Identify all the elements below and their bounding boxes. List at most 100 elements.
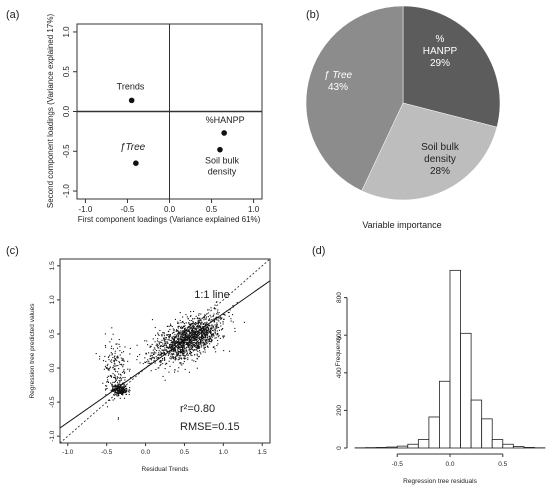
panel-c-point <box>196 354 198 356</box>
panel-c-point <box>192 345 194 347</box>
panel-c-point <box>199 351 201 353</box>
panel-c-point <box>123 360 125 362</box>
panel-c-point <box>189 350 191 352</box>
panel-c-point <box>121 359 123 361</box>
panel-c-point <box>185 339 187 341</box>
panel-c-point <box>180 322 182 324</box>
panel-c-point <box>180 362 182 364</box>
panel-c-point <box>202 336 204 338</box>
panel-c-point <box>196 358 198 360</box>
panel-c-point <box>114 390 116 392</box>
panel-c-point <box>220 318 222 320</box>
panel-c-point <box>119 354 121 356</box>
panel-c-point <box>111 383 113 385</box>
panel-c-point <box>190 315 192 317</box>
panel-c-point <box>159 346 161 348</box>
panel-c-point <box>198 347 200 349</box>
panel-c-point <box>214 329 216 331</box>
panel-c-point <box>117 377 119 379</box>
panel-c-point <box>180 344 182 346</box>
panel-c-point <box>200 342 203 344</box>
panel-c-point <box>110 389 112 391</box>
panel-c-point <box>193 349 195 351</box>
panel-c-point <box>114 398 116 400</box>
panel-c-point <box>171 357 173 359</box>
panel-c-point <box>196 334 198 336</box>
panel-c-point <box>166 350 168 352</box>
panel-a-point-label: Soil bulk density <box>205 156 240 177</box>
panel-c-point <box>168 352 170 354</box>
panel-d-ytick-label: 200 <box>336 405 343 416</box>
panel-c-point <box>157 347 160 349</box>
panel-c-point <box>187 326 189 328</box>
panel-c-point <box>162 343 164 345</box>
panel-c-point <box>204 331 206 333</box>
panel-c-point <box>178 355 180 357</box>
panel-c-point <box>200 326 202 328</box>
panel-c-point <box>200 332 203 334</box>
panel-c-point <box>187 339 189 341</box>
panel-c-point <box>186 354 188 356</box>
panel-a-ticks: -1.0 -0.5 0.0 0.5 1.0 1.0 0.5 0.0 -0.5 -1.0 <box>62 26 260 214</box>
panel-c-point <box>182 351 184 353</box>
panel-c-point <box>164 359 166 361</box>
panel-c-point <box>178 333 180 335</box>
panel-c-point <box>113 363 115 365</box>
panel-c-point <box>191 329 193 331</box>
panel-a-xtick-label: -1.0 <box>79 205 93 214</box>
panel-c-point <box>183 334 185 336</box>
panel-c-point <box>228 350 231 352</box>
panel-c-point <box>139 362 141 364</box>
panel-c-point <box>206 337 208 339</box>
panel-c-point <box>185 337 187 339</box>
panel-c-point <box>178 348 180 350</box>
panel-c-point <box>117 390 119 392</box>
panel-c-point <box>208 324 210 326</box>
panel-c-point <box>177 347 179 349</box>
panel-c-point <box>191 340 193 343</box>
panel-c-point <box>207 309 209 311</box>
panel-c-point <box>125 385 127 388</box>
panel-c-point <box>180 338 182 341</box>
panel-c-point <box>172 361 174 363</box>
panel-c-point <box>123 384 125 386</box>
panel-c-point <box>150 359 152 361</box>
panel-c-point <box>163 357 165 360</box>
panel-c-point <box>209 337 211 339</box>
panel-c-point <box>202 338 204 340</box>
panel-c-point <box>194 337 196 339</box>
panel-c-point <box>175 342 177 345</box>
panel-c-point <box>192 341 194 343</box>
panel-c-point <box>136 355 139 358</box>
panel-c-point <box>210 335 212 337</box>
panel-c-point <box>124 385 127 387</box>
panel-c-point <box>172 346 174 348</box>
panel-c-point <box>204 343 206 345</box>
panel-a-point <box>221 130 227 136</box>
panel-c-point <box>182 316 184 318</box>
panel-c-point <box>195 339 197 342</box>
panel-c-point <box>187 331 189 333</box>
panel-c-point <box>115 379 117 381</box>
panel-c-point <box>204 335 207 337</box>
panel-c-rmse-label: RMSE=0.15 <box>180 421 240 433</box>
panel-c-point <box>184 330 186 332</box>
panel-c-point <box>234 330 236 333</box>
panel-c-point <box>202 329 204 331</box>
panel-c-point <box>219 322 221 324</box>
panel-c-point <box>157 347 159 349</box>
panel-c-point <box>160 354 162 356</box>
panel-c-point <box>207 316 209 318</box>
panel-d-ytick-label: 800 <box>336 292 343 303</box>
panel-c-point <box>185 331 187 333</box>
panel-c-point <box>196 338 198 340</box>
panel-c-point <box>111 385 113 387</box>
panel-c-point <box>102 382 104 384</box>
panel-c-point <box>179 342 181 344</box>
panel-c-point <box>181 351 183 353</box>
panel-c-point <box>215 327 217 329</box>
panel-c-point <box>111 384 113 386</box>
panel-c-point <box>213 318 215 320</box>
panel-c-point <box>114 352 116 354</box>
panel-c-point <box>171 346 173 348</box>
